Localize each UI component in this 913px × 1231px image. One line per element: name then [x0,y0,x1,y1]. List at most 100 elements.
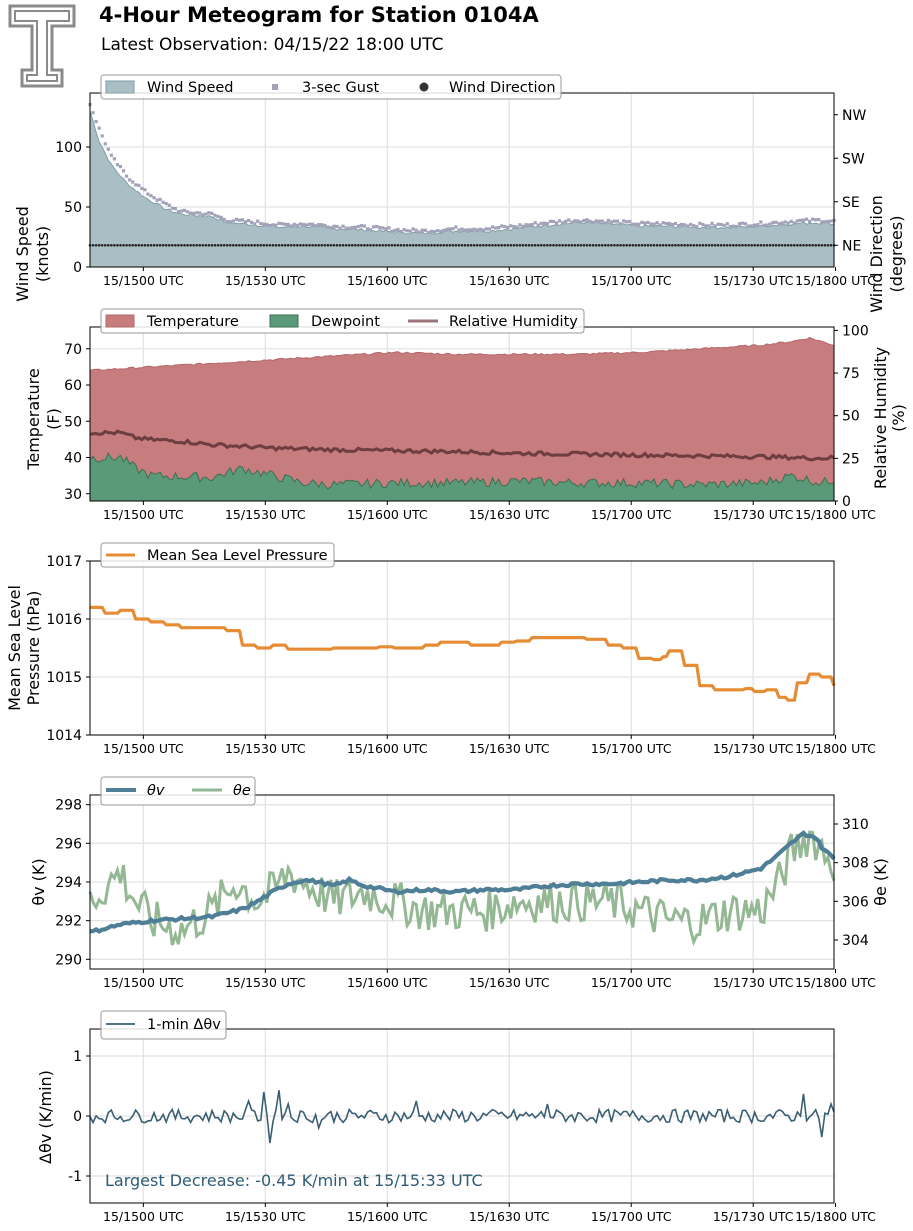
pressure-legend-box [100,542,335,568]
wind-direction-point [262,243,266,247]
wind-direction-point [750,243,753,247]
gust-point [536,223,540,227]
wind-direction-point [552,243,555,247]
wind-direction-point [341,243,345,247]
wind-direction-point [674,243,677,247]
gust-point [753,223,757,227]
wind-direction-point [299,243,302,247]
gust-point [204,212,208,216]
gust-point [277,221,281,225]
gust-point [228,220,232,224]
gust-point [167,203,171,207]
wind-direction-point [747,243,750,247]
wind-x-axis: 15/1500 UTC 15/1530 UTC 15/1600 UTC 15/1630… [103,267,876,288]
gust-point [301,222,306,227]
gust-point [320,223,324,227]
gust-point [384,227,388,231]
gust-point [124,174,129,178]
pressure-legend: Mean Sea Level Pressure [100,542,335,568]
gust-point [137,183,141,187]
wind-direction-point [457,243,461,247]
gust-point [103,142,107,146]
gust-point [667,221,671,226]
gust-point [109,153,113,157]
wind-direction-point [424,243,427,247]
wind-direction-point [283,243,287,247]
gust-point [500,224,504,228]
gust-point [326,225,330,229]
wind-direction-point [375,243,378,247]
wind-direction-point [579,243,583,247]
theta-e-legend-label: θe [233,783,251,799]
thermo-xtick-label: 15/1500 UTC [103,507,184,522]
theta-ytick-label: 296 [55,836,82,852]
pressure-chart: 15/1500 UTC 15/1530 UTC 15/1600 UTC 15/1630… [5,542,876,756]
delta-ylabel: Δθv (K/min) [36,1070,55,1164]
wind-direction-point [384,243,388,247]
gust-point [451,227,455,231]
wind-direction-point [372,243,375,247]
wind-direction-point [134,243,138,247]
gust-point [585,218,589,222]
gust-point [310,222,315,226]
thermo-ytick-label: 70 [64,342,82,358]
wind-direction-point [366,243,369,247]
rh-line [89,429,835,462]
wind-direction-point [585,243,589,247]
wind-direction-point [286,243,290,247]
wind-direction-point [802,243,805,247]
gust-point [381,226,385,230]
wind-direction-point [591,243,595,247]
wind-direction-point [292,243,296,247]
thermo-xtick-label: 15/1630 UTC [469,507,550,522]
gust-point [94,119,98,124]
wind-direction-point [503,243,506,247]
delta-legend-label: 1-min Δθv [147,1017,221,1033]
gust-point [362,224,367,228]
wind-ylabel-line2: (knots) [33,226,52,282]
gust-point [304,223,309,227]
gust-point [597,219,601,223]
wind-direction-point [311,243,314,247]
wind-direction-point [222,243,226,247]
gust-point [262,222,266,226]
gust-point [143,188,147,192]
wind-direction-point [695,243,699,247]
wind-direction-point [137,243,141,247]
gust-point [256,219,260,223]
gust-point [649,222,653,226]
wind-direction-point [671,243,674,247]
wind-direction-point [588,243,592,247]
wind-direction-point [146,243,150,247]
wind-direction-point [122,243,125,247]
gust-point [695,225,699,229]
wind-direction-point [408,243,412,247]
wind-direction-point [140,243,144,247]
delta-xtick-label: 15/1530 UTC [225,1209,306,1224]
wind-direction-point [402,243,406,247]
wind-direction-point [482,243,485,247]
wind-ytick-label: 0 [73,260,82,276]
wind-direction-point [350,243,354,247]
pressure-xtick-label: 15/1700 UTC [591,741,672,756]
gust-point [353,225,357,229]
wind-direction-point [738,243,741,247]
wind-direction-point [405,243,409,247]
wind-direction-point [546,243,549,247]
wind-direction-point [155,243,159,247]
gust-point [417,230,421,234]
wind-direction-point [652,243,656,247]
wind-direction-legend-swatch [419,82,429,92]
gust-point [189,211,193,215]
gust-point [743,222,748,226]
gust-point [786,221,790,225]
gust-point [292,222,296,226]
gust-point [493,226,498,230]
gust-point [503,224,507,229]
thermo-ytick-label: 60 [64,378,82,394]
gust-point [713,224,717,228]
delta-line [89,1090,835,1144]
theta-ytick-label: 294 [55,875,82,891]
wind-direction-point [164,243,168,247]
gust-point [811,217,815,221]
